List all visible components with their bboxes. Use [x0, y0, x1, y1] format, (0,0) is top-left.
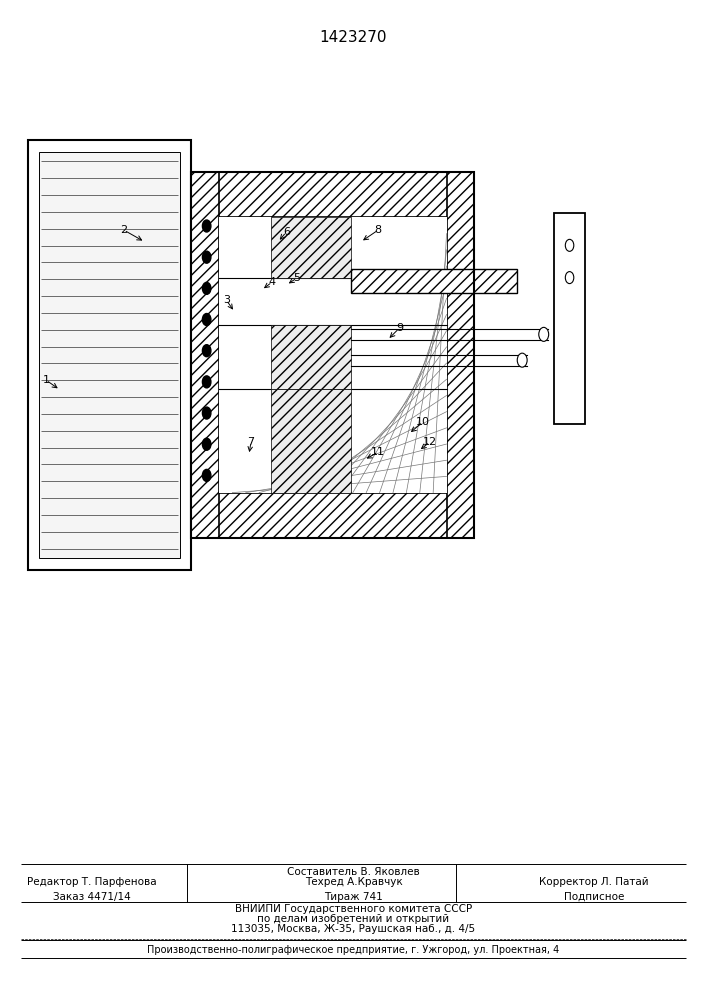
Bar	[271, 325, 351, 389]
Text: Корректор Л. Патай: Корректор Л. Патай	[539, 877, 649, 887]
Text: 3: 3	[223, 295, 230, 305]
Circle shape	[202, 220, 211, 232]
Text: 12: 12	[423, 437, 437, 447]
Circle shape	[518, 353, 527, 367]
Circle shape	[566, 272, 574, 284]
Text: 10: 10	[416, 417, 430, 427]
Text: 6: 6	[283, 227, 290, 237]
Text: 11: 11	[371, 447, 385, 457]
Text: Подписное: Подписное	[563, 892, 624, 902]
Bar	[219, 217, 447, 493]
Bar	[40, 152, 180, 558]
Text: Заказ 4471/14: Заказ 4471/14	[53, 892, 131, 902]
Bar	[28, 140, 192, 570]
Text: по делам изобретений и открытий: по делам изобретений и открытий	[257, 914, 450, 924]
Text: 7: 7	[247, 437, 255, 447]
Text: Редактор Т. Парфенова: Редактор Т. Парфенова	[27, 877, 157, 887]
Circle shape	[202, 469, 211, 481]
Circle shape	[202, 376, 211, 388]
Text: 4: 4	[269, 277, 276, 287]
Bar	[192, 172, 474, 538]
Bar	[192, 172, 219, 538]
Circle shape	[202, 314, 211, 326]
Bar	[219, 217, 447, 493]
Text: Техред А.Кравчук: Техред А.Кравчук	[305, 877, 402, 887]
Text: Составитель В. Яковлев: Составитель В. Яковлев	[287, 867, 420, 877]
Text: 9: 9	[396, 323, 403, 333]
Bar	[351, 269, 518, 293]
Text: Тираж 741: Тираж 741	[324, 892, 383, 902]
Text: 5: 5	[293, 273, 300, 283]
Text: 1: 1	[42, 375, 49, 385]
Text: 1423270: 1423270	[320, 30, 387, 45]
Bar	[271, 217, 351, 278]
Circle shape	[202, 438, 211, 450]
Bar	[192, 172, 474, 217]
Text: 113035, Москва, Ж-35, Раушская наб., д. 4/5: 113035, Москва, Ж-35, Раушская наб., д. …	[231, 924, 476, 934]
Circle shape	[539, 327, 549, 341]
Circle shape	[202, 282, 211, 294]
Text: ВНИИПИ Государственного комитета СССР: ВНИИПИ Государственного комитета СССР	[235, 904, 472, 914]
Bar	[447, 172, 474, 538]
Text: Производственно-полиграфическое предприятие, г. Ужгород, ул. Проектная, 4: Производственно-полиграфическое предприя…	[147, 945, 560, 955]
Text: 2: 2	[120, 225, 127, 235]
Text: 8: 8	[375, 225, 382, 235]
Bar	[271, 389, 351, 493]
Bar	[192, 493, 474, 538]
Bar	[554, 213, 585, 424]
Circle shape	[202, 345, 211, 357]
Circle shape	[202, 407, 211, 419]
Circle shape	[566, 239, 574, 251]
Circle shape	[202, 251, 211, 263]
